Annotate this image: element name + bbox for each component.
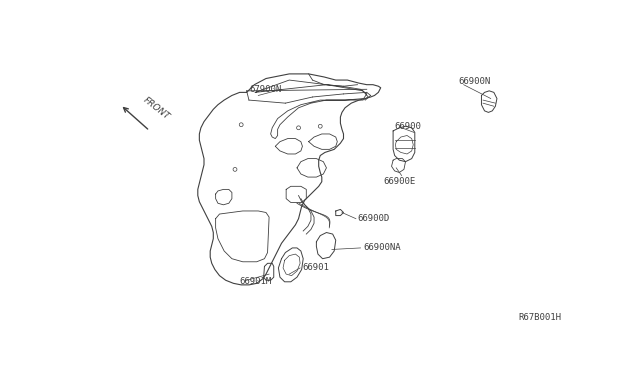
Text: 67900N: 67900N (249, 85, 281, 94)
Text: 66900D: 66900D (358, 214, 390, 223)
Text: 66901M: 66901M (239, 277, 272, 286)
Text: 66900: 66900 (395, 122, 422, 131)
Text: 66900E: 66900E (384, 177, 416, 186)
Text: 66900N: 66900N (458, 77, 490, 86)
Text: R67B001H: R67B001H (518, 312, 562, 322)
Text: FRONT: FRONT (142, 96, 172, 122)
Text: 66900NA: 66900NA (363, 243, 401, 252)
Text: 66901: 66901 (303, 263, 330, 272)
